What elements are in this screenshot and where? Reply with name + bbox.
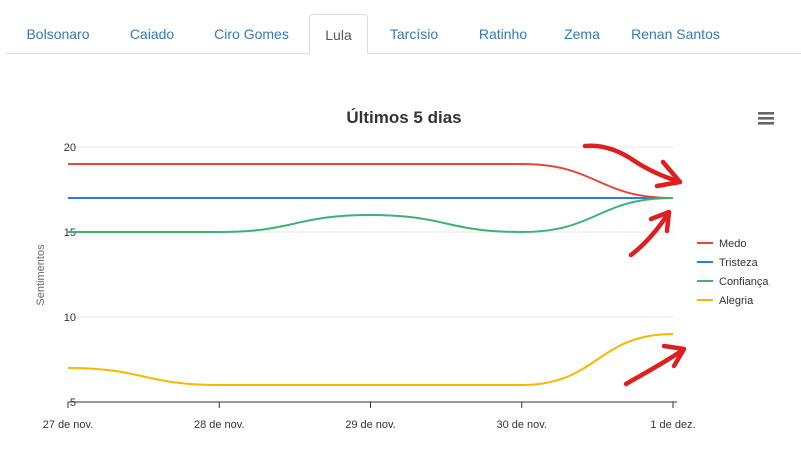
red-hand-drawn-arrow-icon	[582, 143, 683, 189]
annotations	[582, 143, 687, 387]
y-tick-label: 10	[64, 312, 76, 324]
hamburger-menu-icon[interactable]	[752, 106, 780, 130]
tab-renan-santos[interactable]: Renan Santos	[631, 26, 720, 42]
x-tick-label: 30 de nov.	[496, 419, 547, 431]
legend-label: Confiança	[719, 276, 769, 288]
tab-bolsonaro[interactable]: Bolsonaro	[26, 26, 90, 42]
tab-caiado[interactable]: Caiado	[129, 26, 175, 42]
red-hand-drawn-arrow-icon	[623, 343, 687, 387]
x-tick-label: 27 de nov.	[43, 419, 94, 431]
y-tick-label: 5	[70, 397, 76, 409]
series-line-alegria[interactable]	[67, 333, 674, 387]
y-axis-title: Sentimentos	[35, 244, 47, 306]
x-tick-label: 29 de nov.	[345, 419, 396, 431]
legend-item[interactable]: Tristeza	[697, 257, 759, 269]
legend-item[interactable]: Confiança	[697, 276, 769, 288]
series-lines	[67, 162, 674, 387]
series-line-medo[interactable]	[68, 162, 674, 199]
legend-item[interactable]: Medo	[697, 238, 747, 250]
series-line-confiana[interactable]	[67, 197, 674, 234]
chart-title: Últimos 5 dias	[346, 108, 461, 127]
x-tick-label: 28 de nov.	[194, 419, 245, 431]
tab-ratinho[interactable]: Ratinho	[478, 26, 528, 42]
legend-label: Medo	[719, 238, 747, 250]
x-tick-label: 1 de dez.	[650, 419, 695, 431]
tab-lula[interactable]: Lula	[309, 14, 368, 54]
tab-tarc-sio[interactable]: Tarcísio	[389, 26, 439, 42]
tab-ciro-gomes[interactable]: Ciro Gomes	[214, 26, 289, 42]
legend-item[interactable]: Alegria	[697, 295, 754, 307]
legend-label: Tristeza	[719, 257, 759, 269]
y-tick-label: 20	[64, 142, 76, 154]
legend[interactable]: Medo Tristeza Confiança Alegria	[697, 238, 769, 307]
tab-bar: Bolsonaro Caiado Ciro Gomes Lula Tarcísio Rat…	[6, 14, 801, 54]
tab-zema[interactable]: Zema	[564, 26, 600, 42]
x-tick-labels: 27 de nov. 28 de nov. 29 de nov. 30 de nov.…	[43, 401, 696, 431]
red-hand-drawn-arrow-icon	[628, 209, 672, 258]
legend-label: Alegria	[719, 295, 754, 307]
